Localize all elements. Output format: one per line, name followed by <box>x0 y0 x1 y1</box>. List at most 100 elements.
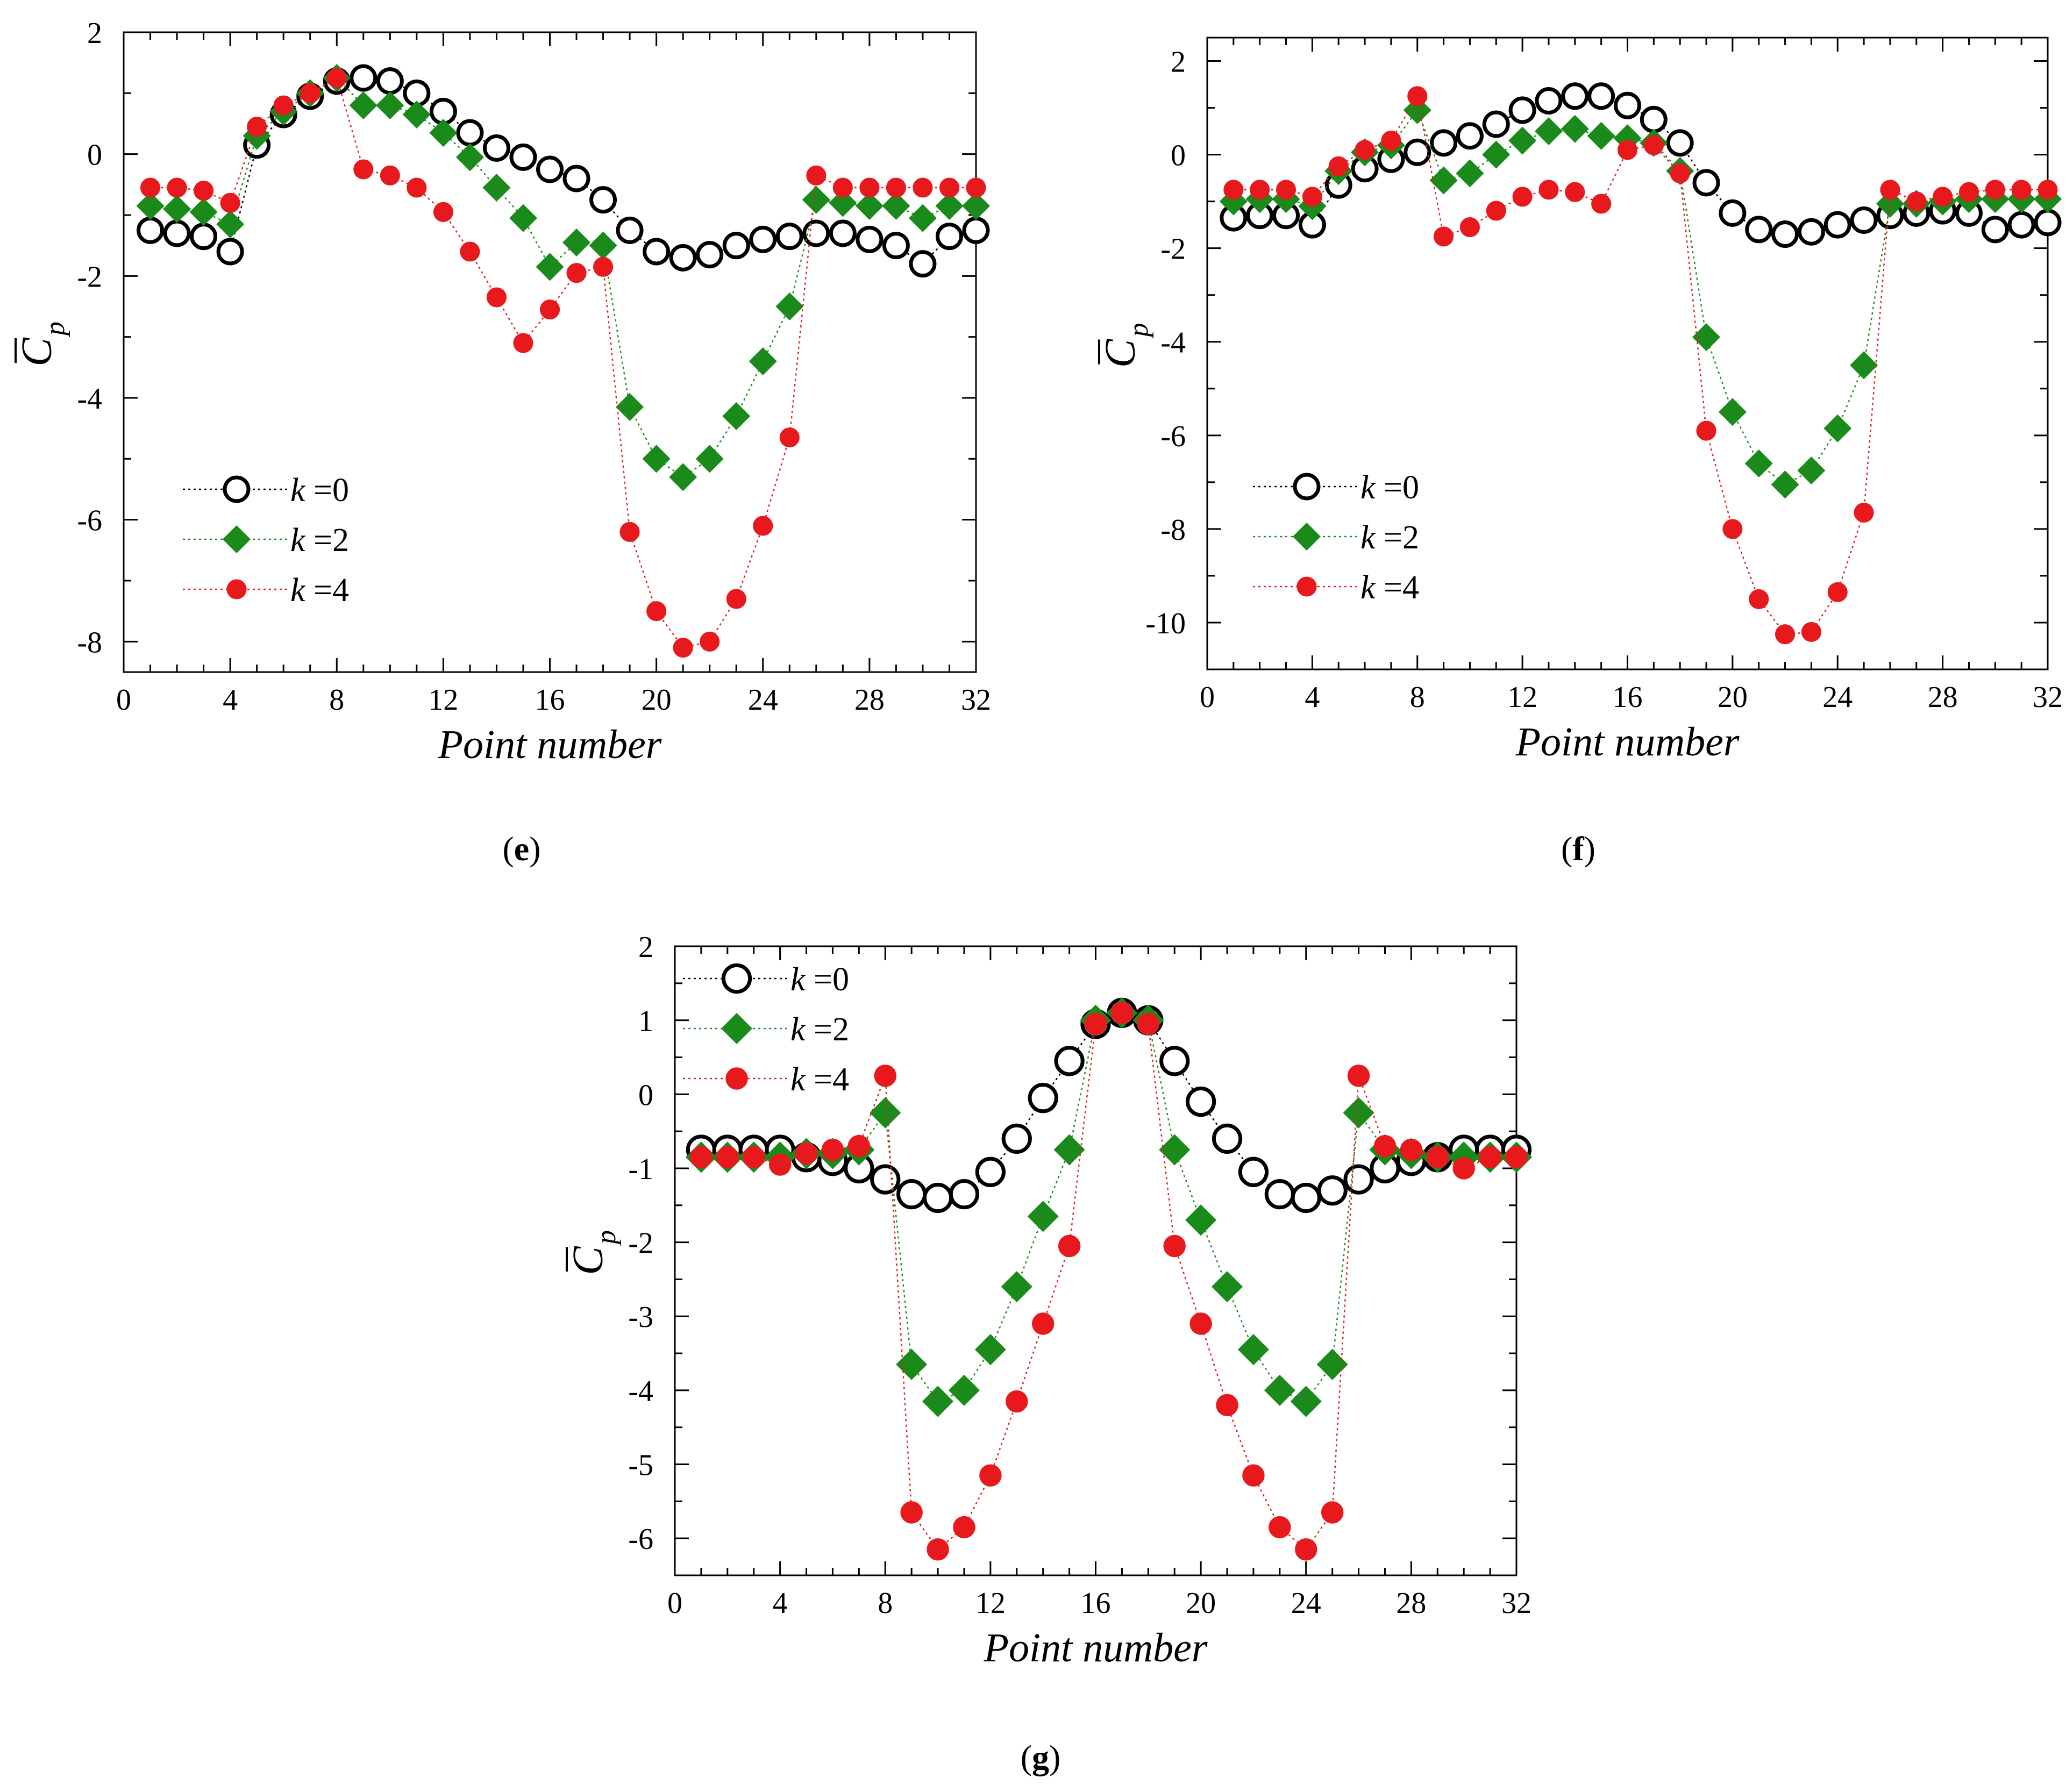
y-axis-label-symbol: C <box>13 337 61 367</box>
data-point <box>1434 226 1454 247</box>
legend-label-value: =2 <box>314 522 349 559</box>
legend-label: k =2 <box>790 1011 849 1048</box>
chart-panel-g: 0 4 8 12 16 20 24 28 32 2 1 0 -1 -2 -3 -4 -5 -6 Point numb… <box>565 931 1533 1670</box>
x-tick-label: 0 <box>1200 681 1215 714</box>
data-point <box>1512 187 1533 207</box>
data-point <box>722 232 750 260</box>
legend-marker <box>1292 522 1321 551</box>
data-point <box>349 91 377 120</box>
data-point <box>562 228 591 257</box>
data-point <box>953 1516 975 1539</box>
y-tick-label: 2 <box>87 17 102 50</box>
legend-marker <box>226 579 247 599</box>
data-point <box>882 232 910 260</box>
data-point <box>380 165 400 185</box>
data-point <box>350 64 377 92</box>
series-filled-circle <box>1223 86 2058 645</box>
legend-label: k =2 <box>290 522 349 559</box>
data-point <box>1591 194 1612 214</box>
data-point <box>870 1164 901 1195</box>
legend-label-value: =4 <box>814 1061 849 1098</box>
data-point <box>935 191 964 220</box>
data-point <box>1456 122 1484 150</box>
data-point <box>1276 180 1296 200</box>
data-point <box>949 1179 980 1210</box>
data-point <box>896 1179 927 1210</box>
data-point <box>1317 1175 1348 1206</box>
y-tick-label: 0 <box>638 1079 653 1112</box>
data-point <box>2037 180 2058 200</box>
legend-label-value: =4 <box>1384 569 1419 606</box>
data-point <box>1110 1002 1134 1024</box>
data-point <box>922 1182 953 1213</box>
x-tick-label: 12 <box>975 1587 1006 1620</box>
data-point <box>1355 140 1375 160</box>
data-point <box>1343 1164 1374 1195</box>
legend-marker <box>725 1067 748 1090</box>
data-point <box>273 95 294 116</box>
data-point <box>1587 82 1615 110</box>
legend-label-k: k <box>1360 519 1384 556</box>
data-point <box>1505 1146 1528 1168</box>
data-point <box>939 177 960 198</box>
data-point <box>1238 1156 1269 1187</box>
data-point <box>1429 166 1458 195</box>
data-point <box>1614 91 1641 119</box>
data-point <box>429 118 458 147</box>
data-point <box>1827 582 1848 602</box>
data-point <box>1212 1123 1243 1154</box>
data-point <box>948 1374 980 1406</box>
data-point <box>402 100 431 129</box>
data-point <box>220 192 240 213</box>
y-tick-label: -6 <box>77 504 102 538</box>
data-point <box>1264 1374 1295 1406</box>
data-point <box>716 1146 739 1168</box>
data-point <box>407 177 427 198</box>
x-tick-label: 4 <box>223 683 238 717</box>
x-tick-label: 24 <box>748 683 778 717</box>
data-point <box>909 250 937 278</box>
x-tick-label: 16 <box>1081 1587 1111 1620</box>
data-point <box>1295 1538 1317 1561</box>
data-point <box>589 231 617 260</box>
x-tick-label: 28 <box>854 683 885 717</box>
data-point <box>216 238 244 266</box>
x-tick-label: 8 <box>1410 681 1425 714</box>
data-point <box>1452 1157 1475 1180</box>
data-point <box>1718 398 1747 426</box>
data-point <box>216 210 245 239</box>
series-line <box>150 77 976 649</box>
series-line <box>1233 109 2048 486</box>
data-point <box>927 1538 949 1561</box>
data-point <box>1053 1134 1085 1166</box>
data-point <box>1373 1134 1397 1158</box>
data-point <box>922 1386 954 1417</box>
data-point <box>1670 163 1690 183</box>
data-point <box>163 195 191 223</box>
data-point <box>874 1065 896 1087</box>
data-point <box>1426 1146 1449 1168</box>
series-line <box>150 77 976 478</box>
data-point <box>1211 1271 1243 1303</box>
data-point <box>163 219 191 247</box>
x-axis-label: Point number <box>984 1625 1208 1670</box>
caption-f-letter: f <box>1572 830 1584 868</box>
data-point <box>167 177 187 198</box>
data-point <box>1985 180 2005 200</box>
data-point <box>300 83 320 103</box>
y-tick-label: -3 <box>628 1301 653 1334</box>
data-point <box>974 1334 1006 1366</box>
data-point <box>1722 519 1743 539</box>
data-point <box>856 225 884 253</box>
data-point <box>1538 180 1559 200</box>
data-point <box>646 601 667 622</box>
legend-entry: k =2 <box>183 522 349 559</box>
caption-e: (e) <box>502 830 540 868</box>
data-point <box>1001 1123 1032 1154</box>
series-diamond <box>1219 96 2062 499</box>
data-point <box>1745 216 1773 244</box>
data-point <box>1185 1204 1217 1236</box>
data-point <box>1486 201 1506 221</box>
data-point <box>1216 1394 1238 1417</box>
